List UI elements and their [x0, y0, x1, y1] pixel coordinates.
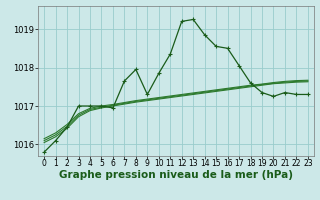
X-axis label: Graphe pression niveau de la mer (hPa): Graphe pression niveau de la mer (hPa): [59, 170, 293, 180]
